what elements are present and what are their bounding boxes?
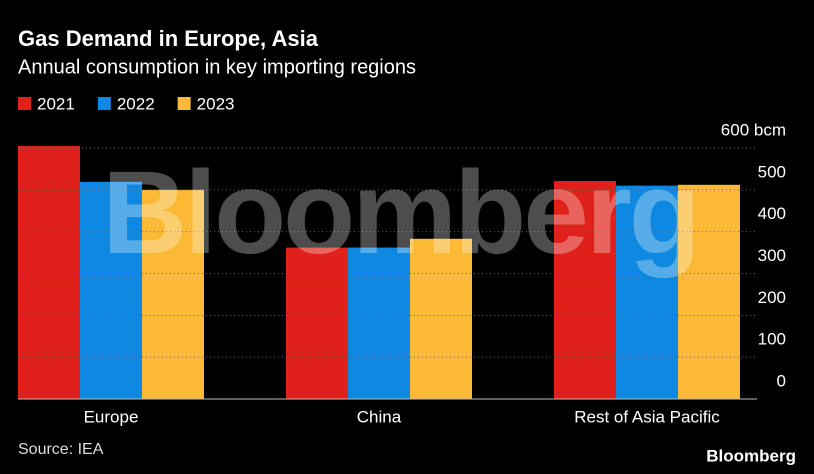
legend-label: 2023 [197,94,235,113]
bar [616,185,678,399]
y-tick-label: 200 [758,288,786,307]
chart-title: Gas Demand in Europe, Asia [18,26,319,51]
y-tick-label: 100 [758,330,786,349]
y-tick-label: 600 bcm [721,120,786,139]
chart-subtitle: Annual consumption in key importing regi… [18,56,416,78]
watermark: Bloomberg [102,147,698,279]
bar [678,184,740,399]
source: Source: IEA [18,441,104,458]
legend-label: 2021 [37,94,75,113]
y-tick-label: 400 [758,204,786,223]
logo: Bloomberg [706,446,796,465]
bar [554,181,616,399]
legend-swatch [177,97,191,110]
y-tick-label: 0 [777,371,786,390]
legend-swatch [18,97,31,110]
bar [80,181,142,399]
y-tick-label: 300 [758,246,786,265]
y-tick-label: 500 [758,162,786,181]
x-tick-label: Europe [84,407,139,426]
x-tick-label: Rest of Asia Pacific [574,407,720,426]
bar [348,247,410,399]
bar [142,189,204,399]
legend-swatch [97,97,111,110]
bar [18,145,80,399]
x-tick-label: China [357,407,402,426]
bar [410,238,472,399]
legend-label: 2022 [117,94,155,113]
bar [286,247,348,399]
